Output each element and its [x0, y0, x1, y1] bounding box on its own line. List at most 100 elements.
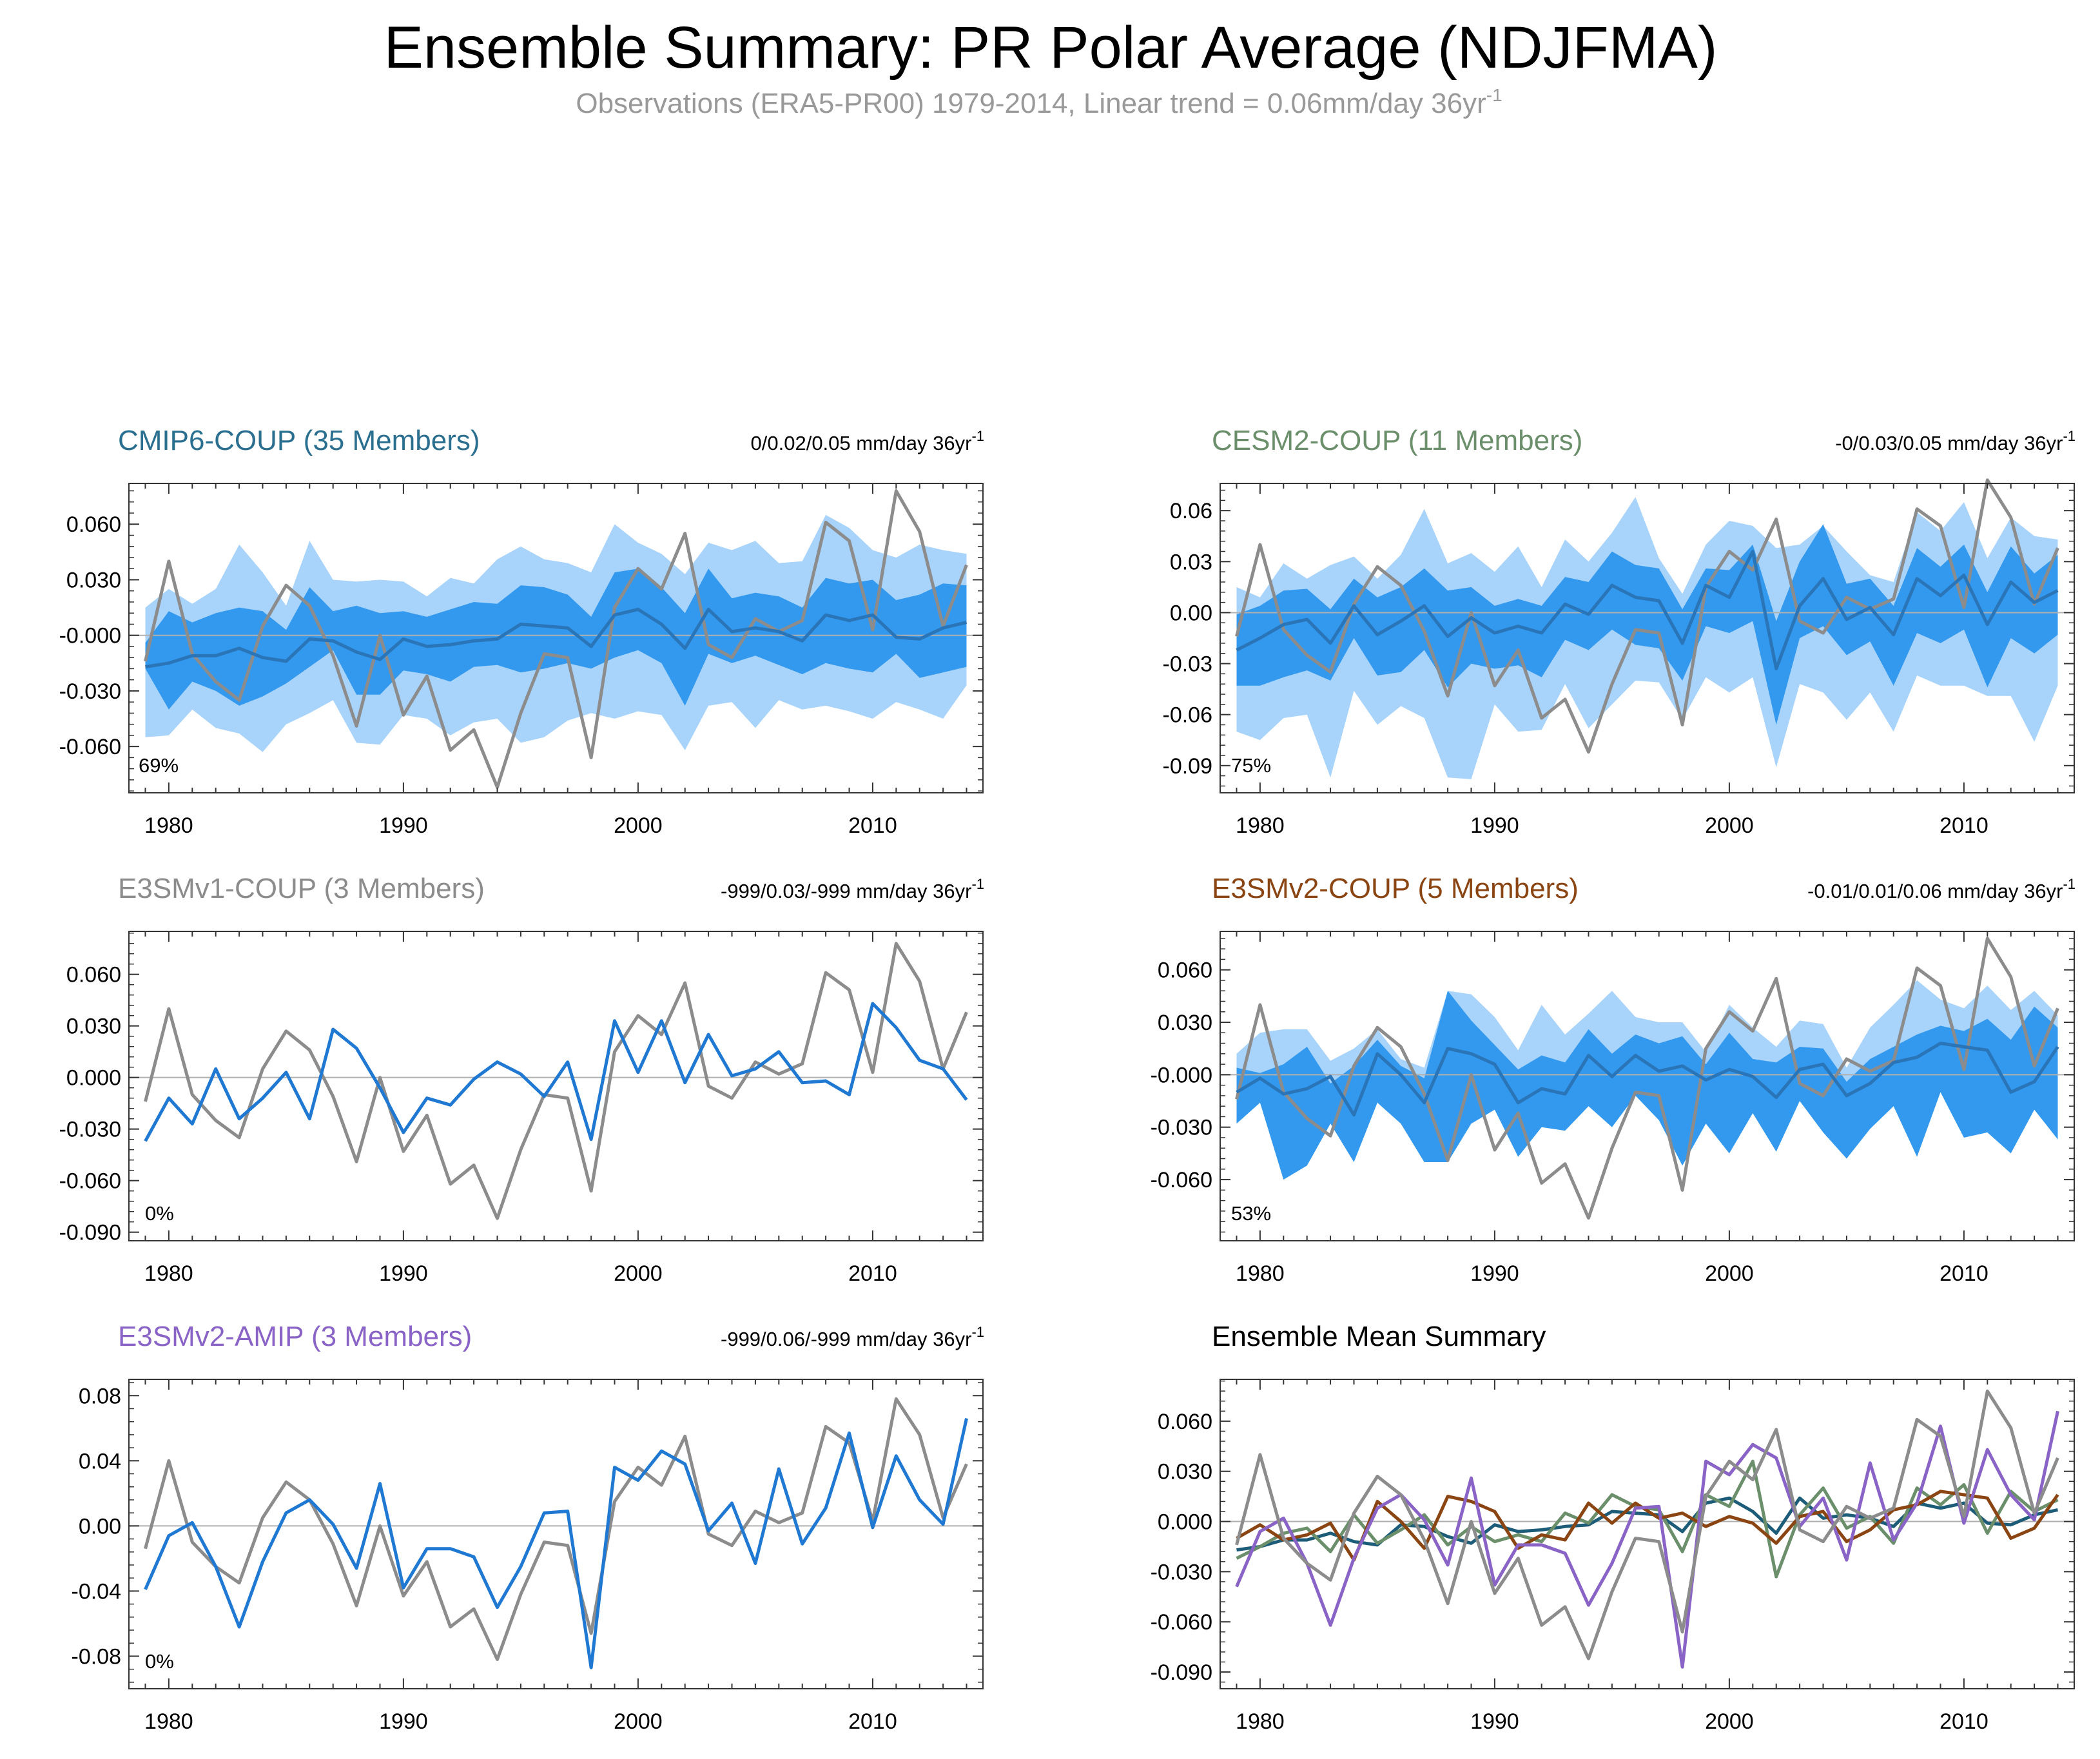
- y-tick-label: -0.04: [72, 1579, 122, 1604]
- percent-label: 75%: [1231, 754, 1271, 777]
- y-tick-label: -0.030: [1151, 1116, 1212, 1140]
- trend-label: -0/0.03/0.05 mm/day 36yr-1: [1835, 428, 2076, 454]
- panel-title: CMIP6-COUP (35 Members): [118, 425, 480, 456]
- y-tick-label: -0.09: [1163, 754, 1213, 779]
- panel-5: E3SMv2-AMIP (3 Members) -999/0.06/-999 mm…: [72, 1321, 985, 1734]
- x-tick-label: 2000: [1705, 813, 1754, 838]
- y-tick-label: -0.060: [59, 735, 121, 759]
- observations-line: [1235, 478, 2059, 754]
- y-tick-label: 0.030: [1158, 1011, 1212, 1035]
- x-tick-label: 1980: [1236, 1709, 1285, 1734]
- x-tick-label: 2000: [614, 1709, 663, 1734]
- ensemble-mean-line: [144, 1418, 968, 1669]
- y-tick-label: 0.030: [1158, 1460, 1212, 1484]
- x-tick-label: 1980: [144, 1709, 193, 1734]
- panel-4: E3SMv2-COUP (5 Members) -0.01/0.01/0.06 m…: [1151, 873, 2076, 1286]
- panel-title: Ensemble Mean Summary: [1212, 1321, 1546, 1352]
- y-tick-label: -0.060: [1151, 1610, 1212, 1635]
- panel-1: CMIP6-COUP (35 Members) 0/0.02/0.05 mm/da…: [59, 425, 984, 838]
- x-tick-label: 2010: [1940, 813, 1988, 838]
- percent-label: 0%: [145, 1650, 174, 1673]
- y-tick-label: -0.000: [1151, 1063, 1212, 1087]
- y-tick-label: -0.060: [59, 1169, 121, 1194]
- x-tick-label: 1980: [144, 1261, 193, 1286]
- x-tick-label: 2010: [1940, 1261, 1988, 1286]
- y-tick-label: 0.060: [66, 512, 121, 537]
- y-tick-label: -0.03: [1163, 652, 1213, 677]
- ensemble-mean-line: [1236, 1042, 2059, 1117]
- plot-frame: [128, 1379, 984, 1689]
- percent-label: 53%: [1231, 1202, 1271, 1225]
- trend-label: -999/0.03/-999 mm/day 36yr-1: [721, 876, 984, 902]
- plot-frame: [1220, 483, 2075, 793]
- ensemble-mean-line: [1236, 550, 2059, 670]
- y-tick-label: 0.03: [1170, 550, 1212, 574]
- observations-line: [1235, 937, 2059, 1220]
- y-tick-label: 0.000: [66, 1066, 121, 1091]
- observations-line: [144, 1397, 968, 1661]
- x-tick-label: 1980: [1236, 813, 1285, 838]
- percent-label: 69%: [139, 754, 179, 777]
- x-tick-label: 1990: [379, 813, 428, 838]
- y-tick-label: 0.00: [79, 1514, 121, 1539]
- summary-line-2: [1236, 1459, 2059, 1579]
- panel-grid: CMIP6-COUP (35 Members) 0/0.02/0.05 mm/da…: [59, 425, 2076, 1734]
- percent-label: 0%: [145, 1202, 174, 1225]
- x-tick-label: 1990: [379, 1261, 428, 1286]
- y-tick-label: -0.030: [59, 1118, 121, 1142]
- summary-line-3: [1236, 1490, 2059, 1562]
- figure-title: Ensemble Summary: PR Polar Average (NDJF…: [384, 15, 1718, 81]
- y-tick-label: -0.060: [1151, 1168, 1212, 1192]
- x-tick-label: 2010: [848, 1709, 897, 1734]
- x-tick-label: 2010: [1940, 1709, 1988, 1734]
- panel-title: E3SMv2-AMIP (3 Members): [118, 1321, 472, 1352]
- x-tick-label: 2010: [848, 1261, 897, 1286]
- x-tick-label: 2000: [1705, 1261, 1754, 1286]
- ensemble-mean-line: [145, 607, 967, 669]
- panel-3: E3SMv1-COUP (3 Members) -999/0.03/-999 mm…: [59, 873, 984, 1286]
- y-tick-label: -0.030: [1151, 1560, 1212, 1584]
- plot-frame: [1220, 931, 2075, 1241]
- figure-subtitle: Observations (ERA5-PR00) 1979-2014, Line…: [576, 85, 1502, 119]
- panel-title: E3SMv1-COUP (3 Members): [118, 873, 485, 904]
- y-tick-label: -0.090: [59, 1221, 121, 1245]
- x-tick-label: 1990: [1470, 1709, 1519, 1734]
- percentile-band: [1236, 524, 2058, 725]
- trend-label: 0/0.02/0.05 mm/day 36yr-1: [751, 428, 984, 454]
- observations-line: [144, 489, 968, 789]
- trend-label: -999/0.06/-999 mm/day 36yr-1: [721, 1324, 984, 1350]
- panel-title: E3SMv2-COUP (5 Members): [1212, 873, 1579, 904]
- x-tick-label: 2000: [1705, 1709, 1754, 1734]
- x-tick-label: 1990: [379, 1709, 428, 1734]
- y-tick-label: 0.060: [66, 963, 121, 987]
- y-tick-label: 0.060: [1158, 958, 1212, 983]
- x-tick-label: 2000: [614, 813, 663, 838]
- x-tick-label: 2010: [848, 813, 897, 838]
- percentile-band: [145, 569, 967, 710]
- panel-title: CESM2-COUP (11 Members): [1212, 425, 1582, 456]
- summary-line-4: [1235, 1410, 2059, 1669]
- y-tick-label: 0.000: [1158, 1510, 1212, 1535]
- observations-line: [144, 942, 968, 1220]
- x-tick-label: 1980: [1236, 1261, 1285, 1286]
- x-tick-label: 1990: [1470, 813, 1519, 838]
- x-tick-label: 1980: [144, 813, 193, 838]
- y-tick-label: 0.04: [79, 1449, 121, 1473]
- y-tick-label: 0.06: [1170, 499, 1212, 523]
- y-tick-label: -0.000: [59, 624, 121, 648]
- observations-line: [1235, 1389, 2059, 1660]
- y-tick-label: 0.060: [1158, 1410, 1212, 1434]
- y-tick-label: 0.030: [66, 568, 121, 592]
- trend-label: -0.01/0.01/0.06 mm/day 36yr-1: [1807, 876, 2076, 902]
- panel-2: CESM2-COUP (11 Members) -0/0.03/0.05 mm/d…: [1163, 425, 2076, 838]
- plot-frame: [1220, 1379, 2075, 1689]
- y-tick-label: -0.08: [72, 1644, 122, 1669]
- plot-frame: [128, 931, 984, 1241]
- y-tick-label: -0.090: [1151, 1660, 1212, 1685]
- x-tick-label: 1990: [1470, 1261, 1519, 1286]
- x-tick-label: 2000: [614, 1261, 663, 1286]
- percentile-band: [1236, 991, 2058, 1180]
- panel-6: Ensemble Mean Summary 0.060 0.030 0.000 -0.0…: [1151, 1321, 2075, 1734]
- y-tick-label: -0.06: [1163, 703, 1213, 728]
